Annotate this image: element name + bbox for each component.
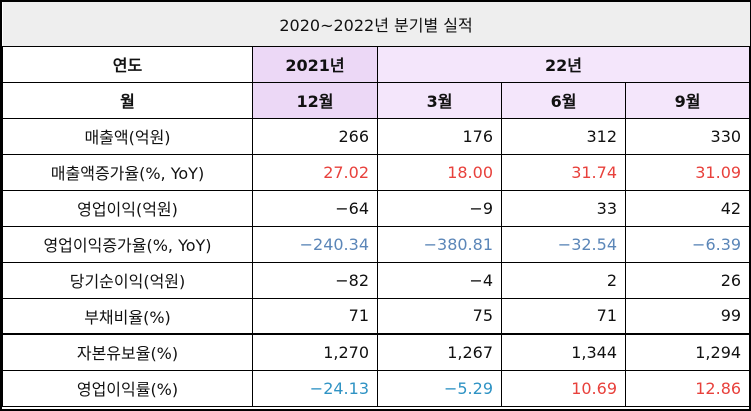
table-cell: 18.00 bbox=[377, 153, 502, 191]
table-cell: 1,270 bbox=[252, 333, 378, 371]
row-label: 당기순이익(억원) bbox=[2, 261, 253, 299]
table-cell: −82 bbox=[252, 261, 378, 299]
table-cell: 266 bbox=[252, 117, 378, 155]
table-cell: 12.86 bbox=[624, 369, 751, 407]
year-label: 연도 bbox=[2, 45, 253, 83]
table-title: 2020~2022년 분기별 실적 bbox=[2, 2, 750, 47]
table-cell: 75 bbox=[377, 297, 502, 335]
table-cell: −32.54 bbox=[501, 225, 626, 263]
year-header-row: 연도 2021년 22년 bbox=[2, 45, 751, 83]
table-cell: 71 bbox=[501, 297, 626, 335]
month-col-1: 12월 bbox=[252, 81, 378, 119]
table-cell: 312 bbox=[501, 117, 626, 155]
year-2022: 22년 bbox=[376, 45, 751, 83]
month-header-row: 월 12월 3월 6월 9월 bbox=[2, 81, 751, 119]
table-row: 영업이익증가율(%, YoY) −240.34 −380.81 −32.54 −6.39 bbox=[2, 225, 751, 263]
month-label: 월 bbox=[2, 81, 253, 119]
table-cell: 26 bbox=[624, 261, 751, 299]
table-cell: 176 bbox=[377, 117, 502, 155]
table-cell: 1,294 bbox=[624, 333, 751, 371]
row-label: 영업이익증가율(%, YoY) bbox=[2, 225, 253, 263]
table-row: 당기순이익(억원) −82 −4 2 26 bbox=[2, 261, 751, 299]
row-label: 영업이익률(%) bbox=[2, 369, 253, 407]
table-body: 매출액(억원) 266 176 312 330 매출액증가율(%, YoY) 27.02 18… bbox=[2, 117, 751, 407]
table-title-row: 2020~2022년 분기별 실적 bbox=[2, 2, 750, 47]
table-cell: −380.81 bbox=[377, 225, 502, 263]
month-col-3: 6월 bbox=[501, 81, 626, 119]
table-row: 자본유보율(%) 1,270 1,267 1,344 1,294 bbox=[2, 333, 751, 371]
table-row: 매출액증가율(%, YoY) 27.02 18.00 31.74 31.09 bbox=[2, 153, 751, 191]
table-cell: −64 bbox=[252, 189, 378, 227]
row-label: 매출액증가율(%, YoY) bbox=[2, 153, 253, 191]
table-cell: 330 bbox=[624, 117, 751, 155]
table-cell: 2 bbox=[501, 261, 626, 299]
table-cell: −24.13 bbox=[252, 369, 378, 407]
table-cell: −4 bbox=[377, 261, 502, 299]
table-cell: −240.34 bbox=[252, 225, 378, 263]
table-row: 영업이익률(%) −24.13 −5.29 10.69 12.86 bbox=[2, 369, 751, 407]
table-cell: −5.29 bbox=[377, 369, 502, 407]
row-label: 부채비율(%) bbox=[2, 297, 253, 335]
row-label: 자본유보율(%) bbox=[2, 333, 253, 371]
month-col-2: 3월 bbox=[377, 81, 502, 119]
table-row: 영업이익(억원) −64 −9 33 42 bbox=[2, 189, 751, 227]
table-cell: 31.74 bbox=[501, 153, 626, 191]
table-row: 부채비율(%) 71 75 71 99 bbox=[2, 297, 751, 335]
table-cell: −6.39 bbox=[624, 225, 751, 263]
table-cell: 1,344 bbox=[501, 333, 626, 371]
table-cell: 99 bbox=[624, 297, 751, 335]
table-cell: 27.02 bbox=[252, 153, 378, 191]
row-label: 매출액(억원) bbox=[2, 117, 253, 155]
year-2021: 2021년 bbox=[252, 45, 378, 83]
table-cell: 71 bbox=[252, 297, 378, 335]
table-row: 매출액(억원) 266 176 312 330 bbox=[2, 117, 751, 155]
table-cell: 10.69 bbox=[501, 369, 626, 407]
table-cell: 33 bbox=[501, 189, 626, 227]
row-label: 영업이익(억원) bbox=[2, 189, 253, 227]
table-cell: 31.09 bbox=[624, 153, 751, 191]
table-cell: 42 bbox=[624, 189, 751, 227]
table-cell: −9 bbox=[377, 189, 502, 227]
table-cell: 1,267 bbox=[377, 333, 502, 371]
month-col-4: 9월 bbox=[624, 81, 751, 119]
